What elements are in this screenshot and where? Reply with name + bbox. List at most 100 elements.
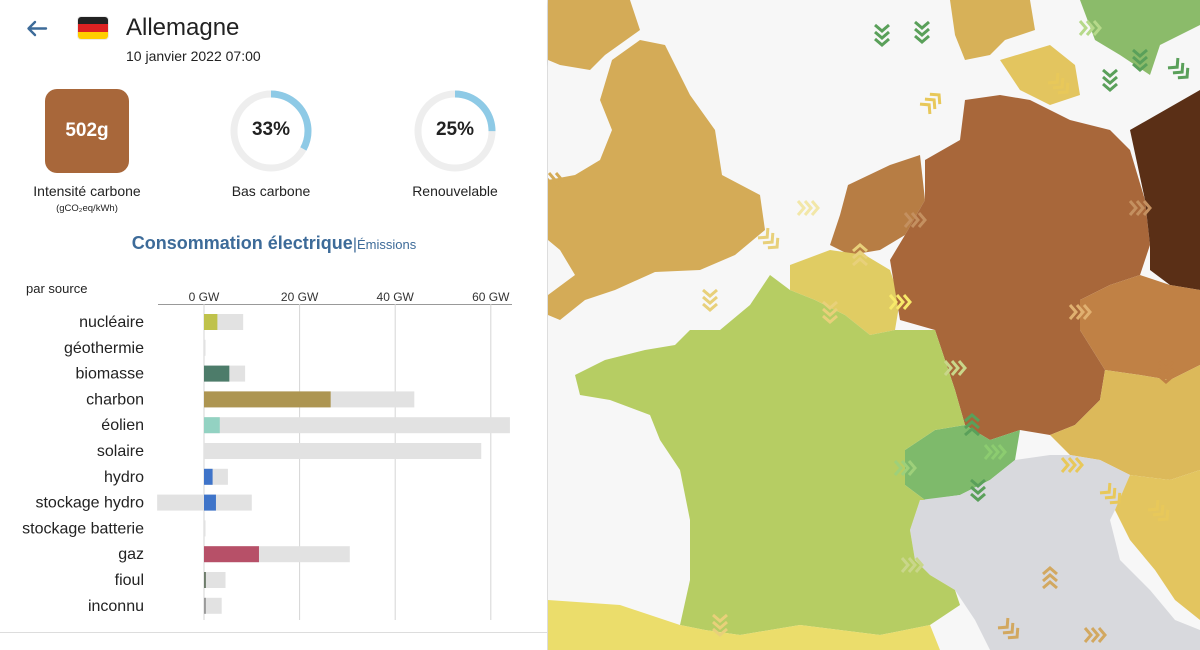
chart-category-label: géothermie bbox=[64, 340, 144, 357]
map-region-france[interactable] bbox=[575, 275, 965, 635]
map-region-netherlands[interactable] bbox=[830, 155, 925, 255]
chart-value-bar bbox=[204, 365, 230, 382]
chart-tick-label: 40 GW bbox=[377, 290, 415, 304]
chart-category-label: nucléaire bbox=[79, 314, 144, 331]
map-region-spain[interactable] bbox=[548, 600, 940, 650]
display-tabs: Consommation électrique|Émissions bbox=[0, 233, 547, 254]
chart-category-label: hydro bbox=[104, 469, 144, 486]
flow-arrow-icon bbox=[874, 23, 890, 47]
flow-arrow-icon bbox=[893, 460, 917, 476]
chart-category-label: stockage hydro bbox=[35, 495, 144, 512]
flow-arrow-icon bbox=[997, 617, 1020, 640]
datetime-label: 10 janvier 2022 07:00 bbox=[126, 48, 261, 64]
chart-category-label: inconnu bbox=[88, 598, 144, 615]
chart-capacity-bar bbox=[204, 339, 206, 356]
chart-category-label: fioul bbox=[115, 572, 144, 589]
low-carbon-ring: 33% bbox=[229, 89, 313, 173]
flow-arrow-icon bbox=[964, 413, 980, 437]
flow-arrow-icon bbox=[1078, 20, 1102, 36]
flow-arrow-icon bbox=[852, 243, 868, 267]
chart-capacity-bar bbox=[204, 597, 222, 614]
panel-divider bbox=[0, 632, 547, 633]
map-region-islands[interactable] bbox=[1000, 45, 1080, 105]
chart-value-bar bbox=[204, 572, 206, 588]
chart-category-label: biomasse bbox=[76, 366, 145, 383]
chart-capacity-bar bbox=[204, 520, 206, 537]
low-carbon-label: Bas carbone bbox=[231, 183, 311, 199]
chart-category-label: charbon bbox=[86, 391, 144, 408]
chart-category-label: solaire bbox=[97, 443, 144, 460]
flow-arrow-icon bbox=[1128, 200, 1152, 216]
source-bar-chart: 0 GW 20 GW 40 GW 60 GW nucléaire géothermie bi… bbox=[22, 290, 512, 620]
flow-arrow-icon bbox=[822, 300, 838, 324]
carbon-intensity-unit: (gCO₂eq/kWh) bbox=[56, 203, 118, 214]
map-region-ireland[interactable] bbox=[548, 0, 640, 70]
flow-arrow-icon bbox=[1102, 68, 1118, 92]
map-region-germany[interactable] bbox=[890, 95, 1150, 440]
map-region-denmark[interactable] bbox=[950, 0, 1035, 60]
flow-arrow-icon bbox=[1132, 48, 1148, 72]
flow-arrow-icon bbox=[1158, 360, 1174, 384]
map-region-poland[interactable] bbox=[1130, 90, 1200, 290]
tab-consumption[interactable]: Consommation électrique bbox=[131, 233, 353, 253]
exchange-flow-arrows bbox=[548, 20, 1190, 643]
flow-arrow-icon bbox=[757, 227, 780, 250]
flow-arrow-icon bbox=[1083, 627, 1107, 643]
flow-arrow-icon bbox=[548, 172, 564, 188]
chart-capacity-bar bbox=[204, 572, 226, 588]
map-region-italy[interactable] bbox=[910, 455, 1200, 650]
flow-arrow-icon bbox=[970, 478, 986, 502]
europe-map[interactable] bbox=[548, 0, 1200, 650]
flow-arrow-icon bbox=[914, 20, 930, 44]
renewable-label: Renouvelable bbox=[412, 183, 498, 199]
chart-value-bar bbox=[204, 597, 206, 614]
germany-flag-icon bbox=[78, 17, 108, 39]
chart-category-label: éolien bbox=[101, 417, 144, 434]
flow-arrow-icon bbox=[702, 288, 718, 312]
chart-category-label: gaz bbox=[118, 546, 144, 563]
flow-arrow-icon bbox=[1042, 566, 1058, 590]
arrow-left-icon bbox=[27, 20, 48, 37]
renewable-ring: 25% bbox=[413, 89, 497, 173]
map-region-austria[interactable] bbox=[1050, 365, 1200, 480]
flow-arrow-icon bbox=[796, 200, 820, 216]
map-region-czech[interactable] bbox=[1080, 275, 1200, 380]
flow-arrow-icon bbox=[1147, 499, 1170, 522]
carbon-intensity-label: Intensité carbone bbox=[33, 183, 141, 199]
chart-value-bar bbox=[204, 391, 331, 408]
flow-arrow-icon bbox=[919, 92, 942, 115]
country-panel: Allemagne 10 janvier 2022 07:00 502g Int… bbox=[0, 0, 548, 650]
chart-value-bar bbox=[204, 546, 259, 563]
tab-emissions[interactable]: Émissions bbox=[356, 237, 417, 252]
flow-arrow-icon bbox=[1068, 304, 1092, 320]
flow-arrow-icon bbox=[983, 444, 1007, 460]
flow-arrow-icon bbox=[1167, 57, 1190, 80]
flow-arrow-icon bbox=[1099, 482, 1122, 505]
tab-separator: | bbox=[352, 236, 357, 253]
chart-tick-label: 60 GW bbox=[472, 290, 510, 304]
map-region-switzerland[interactable] bbox=[905, 425, 1020, 500]
chart-category-label: stockage batterie bbox=[22, 520, 144, 537]
flow-arrow-icon bbox=[903, 212, 927, 228]
chart-value-bar bbox=[204, 468, 213, 485]
map-region-belgium[interactable] bbox=[790, 250, 900, 335]
back-button[interactable] bbox=[22, 14, 52, 44]
flow-arrow-icon bbox=[888, 294, 912, 310]
map-region-sweden[interactable] bbox=[1080, 0, 1200, 75]
flow-arrow-icon bbox=[943, 360, 967, 376]
renewable-value: 25% bbox=[435, 119, 475, 140]
map-region-uk[interactable] bbox=[548, 40, 765, 320]
chart-capacity-bar bbox=[204, 417, 510, 434]
chart-subtitle: par source bbox=[26, 281, 88, 296]
map-region-east[interactable] bbox=[1115, 470, 1200, 620]
chart-tick-label: 0 GW bbox=[189, 290, 220, 304]
flow-arrow-icon bbox=[1047, 72, 1070, 95]
chart-value-bar bbox=[204, 417, 220, 434]
flow-arrow-icon bbox=[900, 557, 924, 573]
country-title: Allemagne bbox=[126, 14, 240, 41]
chart-tick-label: 20 GW bbox=[281, 290, 319, 304]
chart-value-bar bbox=[204, 494, 216, 511]
flow-arrow-icon bbox=[1060, 457, 1084, 473]
chart-capacity-bar bbox=[204, 443, 482, 459]
